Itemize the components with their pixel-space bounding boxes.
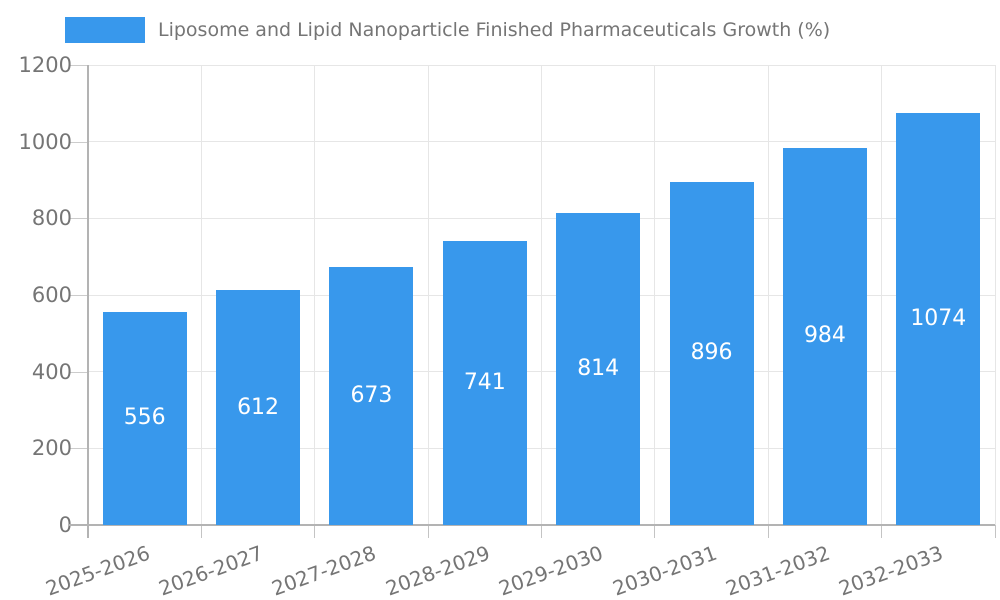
y-axis-tick bbox=[70, 295, 88, 296]
y-axis-tick-label: 400 bbox=[31, 359, 72, 384]
x-axis-tick bbox=[541, 525, 542, 538]
v-gridline bbox=[881, 65, 883, 525]
bar-value-label: 673 bbox=[350, 383, 393, 408]
v-gridline bbox=[994, 65, 996, 525]
v-gridline bbox=[314, 65, 316, 525]
y-axis-tick-label: 1200 bbox=[18, 53, 72, 77]
y-axis-tick bbox=[70, 371, 88, 373]
bar-value-label: 896 bbox=[690, 340, 733, 366]
v-gridline bbox=[767, 65, 769, 525]
bar-value-label: 814 bbox=[577, 355, 620, 381]
x-axis-tick bbox=[654, 525, 656, 538]
y-axis-tick bbox=[70, 141, 88, 143]
bar[interactable] bbox=[896, 113, 981, 525]
bar[interactable] bbox=[556, 212, 641, 525]
y-axis-tick-label: 200 bbox=[31, 436, 72, 461]
y-axis-tick-label: 0 bbox=[58, 513, 72, 537]
bar-value-label: 984 bbox=[803, 323, 846, 349]
bar[interactable] bbox=[669, 181, 754, 525]
v-gridline bbox=[654, 65, 656, 525]
bar[interactable] bbox=[782, 147, 867, 525]
x-axis-tick bbox=[427, 525, 429, 538]
y-axis-tick bbox=[70, 448, 88, 450]
x-axis-tick bbox=[881, 525, 883, 538]
legend-label: Liposome and Lipid Nanoparticle Finished… bbox=[158, 19, 831, 41]
v-gridline bbox=[427, 65, 429, 525]
bar-value-label: 612 bbox=[237, 394, 280, 420]
y-axis-tick-label: 600 bbox=[31, 283, 72, 307]
legend-color-swatch bbox=[65, 17, 145, 43]
bar-value-label: 1074 bbox=[910, 306, 967, 332]
bar[interactable] bbox=[216, 290, 301, 525]
v-gridline bbox=[541, 65, 542, 525]
y-axis-tick-label: 800 bbox=[31, 206, 72, 231]
x-axis-tick bbox=[200, 525, 202, 538]
chart-legend-item[interactable]: Liposome and Lipid Nanoparticle Finished… bbox=[65, 15, 830, 45]
bar[interactable] bbox=[102, 311, 187, 525]
x-axis-tick bbox=[314, 525, 316, 538]
bar-value-label: 556 bbox=[123, 405, 166, 431]
x-axis-tick bbox=[767, 525, 769, 538]
y-axis-line bbox=[87, 65, 89, 538]
bar-value-label: 741 bbox=[463, 369, 506, 395]
x-axis-line bbox=[68, 524, 995, 526]
x-axis-tick bbox=[994, 525, 996, 538]
bar[interactable] bbox=[442, 240, 527, 525]
y-axis-tick bbox=[70, 65, 88, 66]
y-axis-tick bbox=[70, 218, 88, 220]
y-axis-tick-label: 1000 bbox=[18, 129, 72, 154]
v-gridline bbox=[200, 65, 202, 525]
bar[interactable] bbox=[329, 267, 414, 525]
